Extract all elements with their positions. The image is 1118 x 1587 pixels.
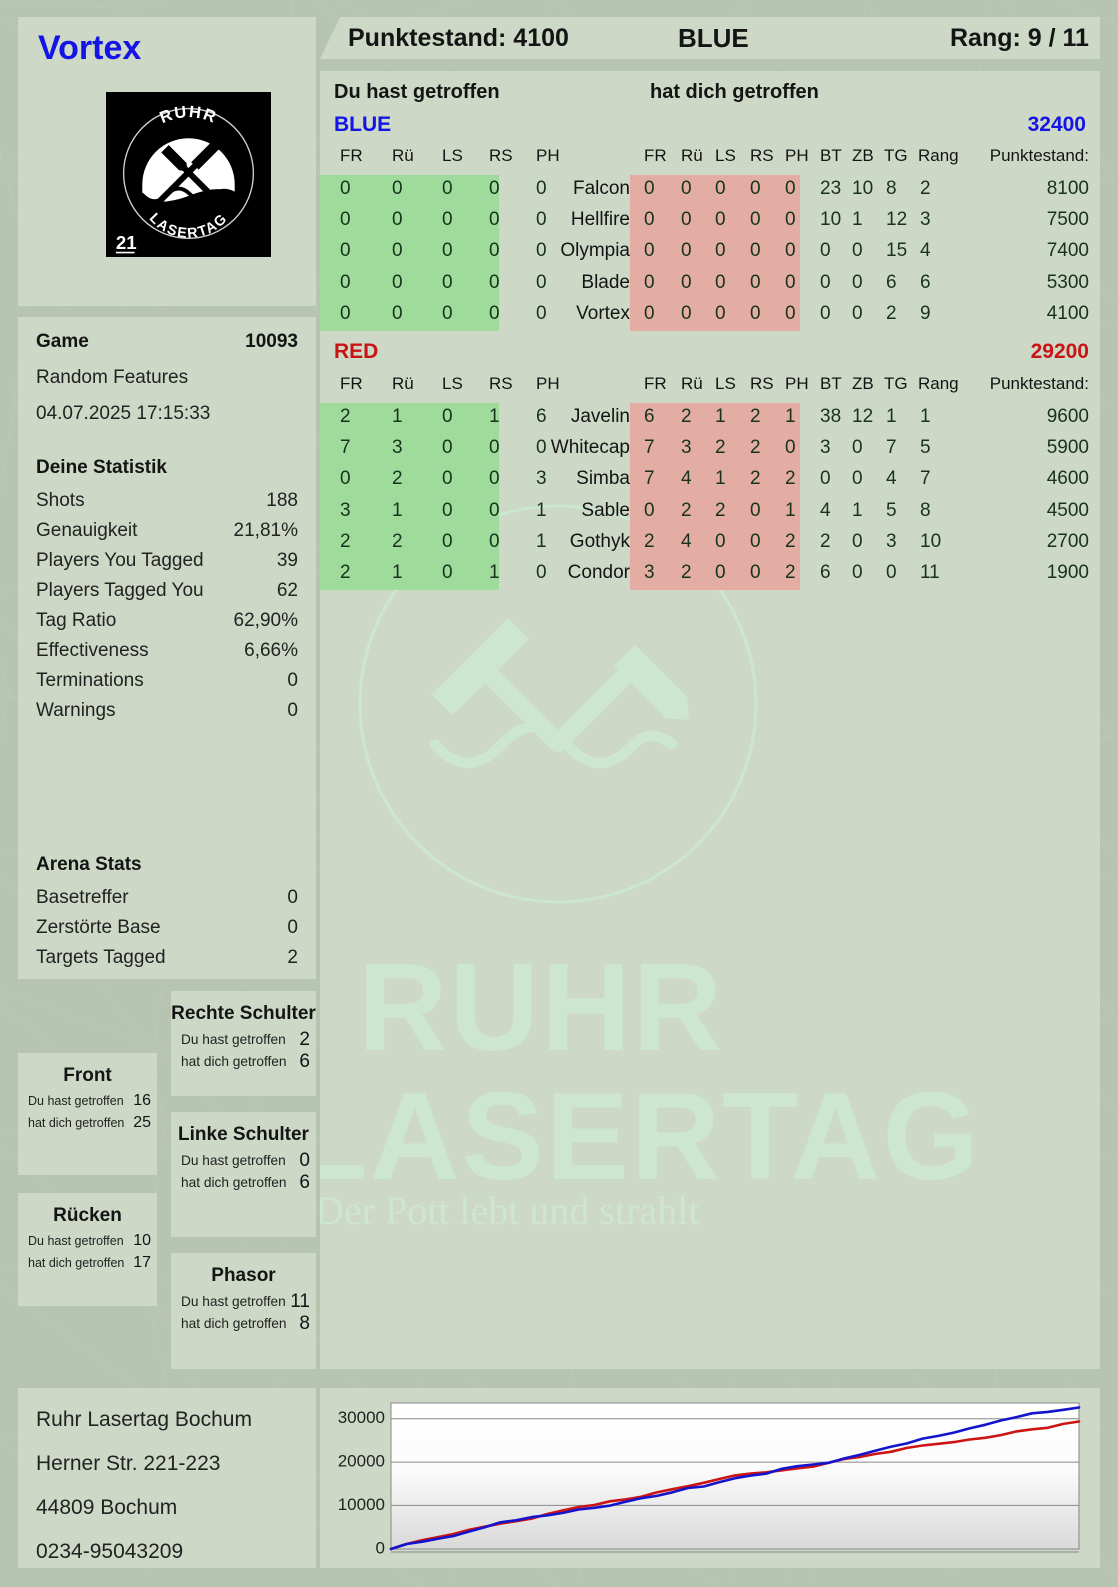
svg-text:30000: 30000 xyxy=(338,1408,385,1427)
svg-text:LASERTAG: LASERTAG xyxy=(146,210,231,242)
svg-text:LASERTAG: LASERTAG xyxy=(320,1068,981,1206)
svg-text:RUHR: RUHR xyxy=(157,103,220,127)
svg-text:21: 21 xyxy=(116,232,137,253)
svg-text:0: 0 xyxy=(376,1539,385,1558)
svg-text:10000: 10000 xyxy=(338,1495,385,1514)
svg-text:RUHR: RUHR xyxy=(358,939,724,1077)
svg-text:20000: 20000 xyxy=(338,1452,385,1471)
svg-text:Der Pott lebt und strahlt: Der Pott lebt und strahlt xyxy=(320,1188,699,1233)
